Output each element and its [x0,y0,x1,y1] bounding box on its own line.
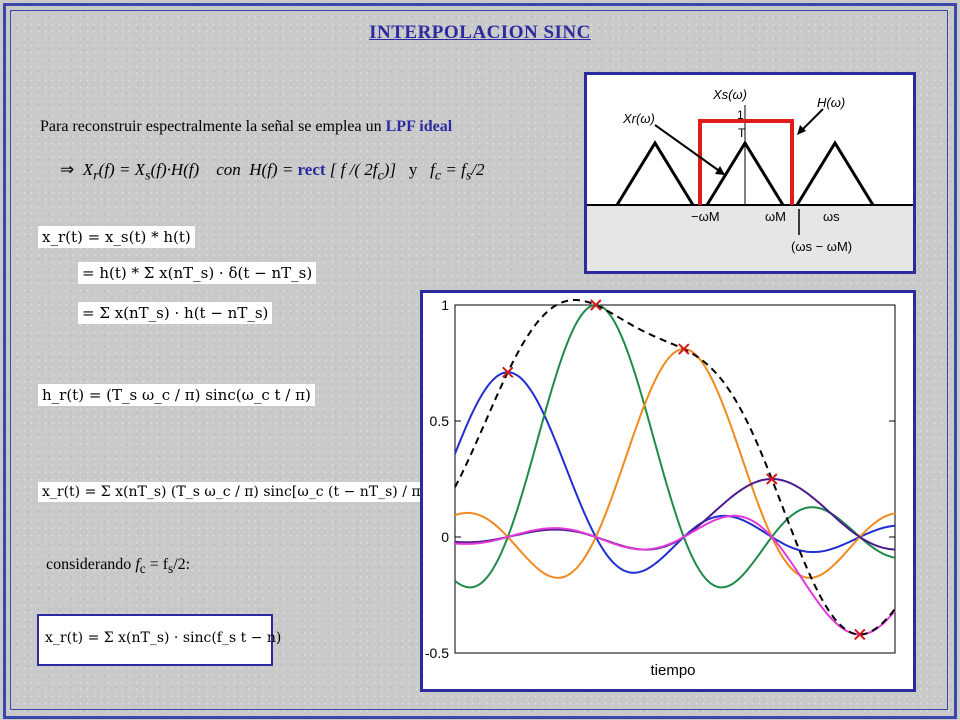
y-tick-label: 0 [441,529,449,545]
sinc-curves [454,299,896,636]
eq-body2: (f)·H(f) con H(f) = [150,160,294,179]
y-tick-label: 0.5 [430,413,450,429]
triangle-right [795,140,875,206]
eq-tail: /2 [471,160,485,179]
label-minus-wm: −ωM [691,209,720,224]
label-ws: ωs [823,209,840,224]
intro-sentence: Para reconstruir espectralmente la señal… [40,118,382,135]
y-tick-label: -0.5 [425,645,449,661]
label-xs: Xs(ω) [712,87,747,102]
cons-pre: considerando [46,556,132,573]
slide-inner-frame [10,10,948,710]
sample-marker [766,473,778,485]
eq-xs-sub: s [145,167,151,184]
sample-marker [590,299,602,311]
formula-conv3: = Σ x(nT_s) · h(t − nT_s) [78,302,273,324]
reconstructed-curve [454,299,896,636]
spectrum-svg: Xs(ω) Xr(ω) H(ω) 1 T −ωM ωM ωs (ωs − ωM) [587,87,913,271]
sample-marker [502,366,514,378]
spectrum-figure: Xs(ω) Xr(ω) H(ω) 1 T −ωM ωM ωs (ωs − ωM) [584,72,916,274]
sample-marker [678,343,690,355]
label-h: H(ω) [817,95,845,110]
slide-outer-frame [3,3,957,719]
triangle-left [615,140,695,206]
formula-final: x_r(t) = Σ x(nT_s) · sinc(f_s t − n) [45,630,282,646]
spectrum-band [587,205,913,271]
eq-fc: f [430,160,435,179]
x-axis-label: tiempo [650,662,695,679]
sinc-component-curve [454,514,896,636]
sinc-plot-frame: -0.5 0 0.5 1 tiempo [420,290,916,692]
label-T: T [738,126,746,140]
sinc-component-curve [454,371,896,574]
cons-post: /2: [173,556,191,573]
eq-fc-eq: = f [441,160,466,179]
eq-rect-arg: [ f /( 2f [329,160,378,179]
eq-xr-sub: r [93,167,99,184]
sinc-component-curve [454,348,896,579]
label-xr: Xr(ω) [622,111,655,126]
implies-arrow: ⇒ [60,160,75,179]
sample-markers [502,299,866,641]
label-one: 1 [737,108,744,122]
sinc-component-curve [454,303,896,589]
xr-arrow-line [654,124,726,176]
intro-text: Para reconstruir espectralmente la señal… [40,118,452,136]
sinc-chart: -0.5 0 0.5 1 tiempo [425,297,896,679]
y-tick-label: 1 [441,297,449,313]
considerando-text: considerando fc = fs/2: [46,556,190,577]
ideal-lpf-rect [698,119,794,205]
label-wm: ωM [765,209,786,224]
eq-fc-sub: c [377,167,384,184]
h-arrowhead [797,125,806,135]
cons-s: s [168,561,174,577]
eq-fs-sub: s [465,167,472,184]
eq-fc-sub2: c [434,167,442,184]
formula-conv1: x_r(t) = x_s(t) * h(t) [38,226,195,248]
final-formula-box: x_r(t) = Σ x(nT_s) · sinc(f_s t − n) [37,614,281,666]
cons-f: f [135,556,140,573]
lpf-highlight: LPF ideal [385,118,453,135]
slide-title: INTERPOLACION SINC [369,22,591,43]
eq-body: (f) = X [98,160,146,179]
spectral-equation: ⇒ Xr(f) = Xs(f)·H(f) con H(f) = rect [ f… [60,160,485,184]
eq-y: y [408,160,418,179]
eq-xr: X [82,160,94,179]
sample-marker [854,628,866,641]
formula-h: h_r(t) = (T_s ω_c / π) sinc(ω_c t / π) [38,384,315,406]
label-diff: (ωs − ωM) [791,239,852,254]
formula-conv2: = h(t) * Σ x(nT_s) · δ(t − nT_s) [78,262,317,284]
cons-eq: = f [145,556,169,573]
xr-arrowhead [715,166,725,175]
formula-xr: x_r(t) = Σ x(nT_s) (T_s ω_c / π) sinc[ω_… [38,482,431,502]
cons-c: c [139,561,146,577]
eq-rect: rect [297,160,326,179]
eq-rect-close: )] [383,160,397,179]
plot-area [454,304,896,654]
y-ticks: -0.5 0 0.5 1 [425,297,895,661]
